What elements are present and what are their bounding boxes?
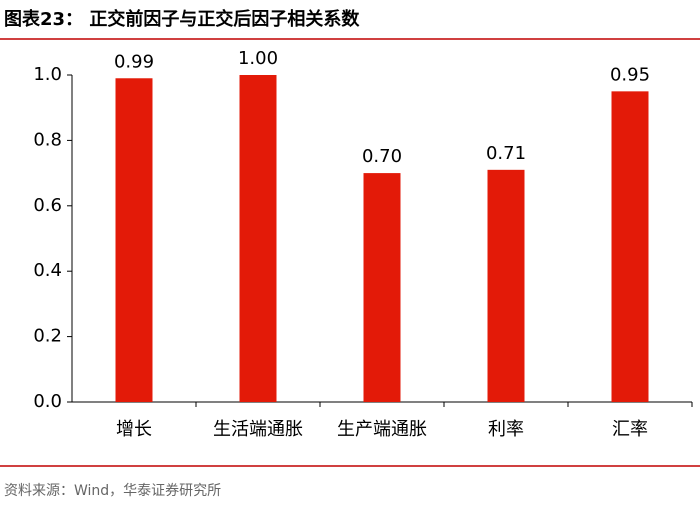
x-tick-label: 生活端通胀	[213, 419, 303, 440]
bar	[487, 169, 525, 402]
value-label: 0.95	[610, 64, 650, 85]
bar	[611, 91, 649, 402]
value-label: 0.99	[114, 51, 154, 72]
y-tick-label: 0.2	[33, 326, 62, 347]
y-tick-label: 0.8	[33, 129, 62, 150]
value-label: 0.70	[362, 146, 402, 167]
y-tick-label: 0.0	[33, 391, 62, 412]
x-tick-label: 利率	[488, 419, 524, 440]
y-tick-label: 0.6	[33, 195, 62, 216]
bar	[115, 78, 153, 403]
x-tick-label: 增长	[116, 419, 152, 440]
y-tick-label: 0.4	[33, 260, 62, 281]
value-label: 1.00	[238, 48, 278, 69]
x-tick-label: 汇率	[612, 419, 648, 440]
chart-title: 图表23： 正交前因子与正交后因子相关系数	[4, 8, 360, 30]
x-tick-label: 生产端通胀	[337, 419, 427, 440]
source-note: 资料来源：Wind，华泰证券研究所	[4, 483, 221, 499]
bar	[239, 75, 277, 402]
y-tick-label: 1.0	[33, 64, 62, 85]
bar	[363, 173, 401, 402]
value-label: 0.71	[486, 143, 526, 164]
